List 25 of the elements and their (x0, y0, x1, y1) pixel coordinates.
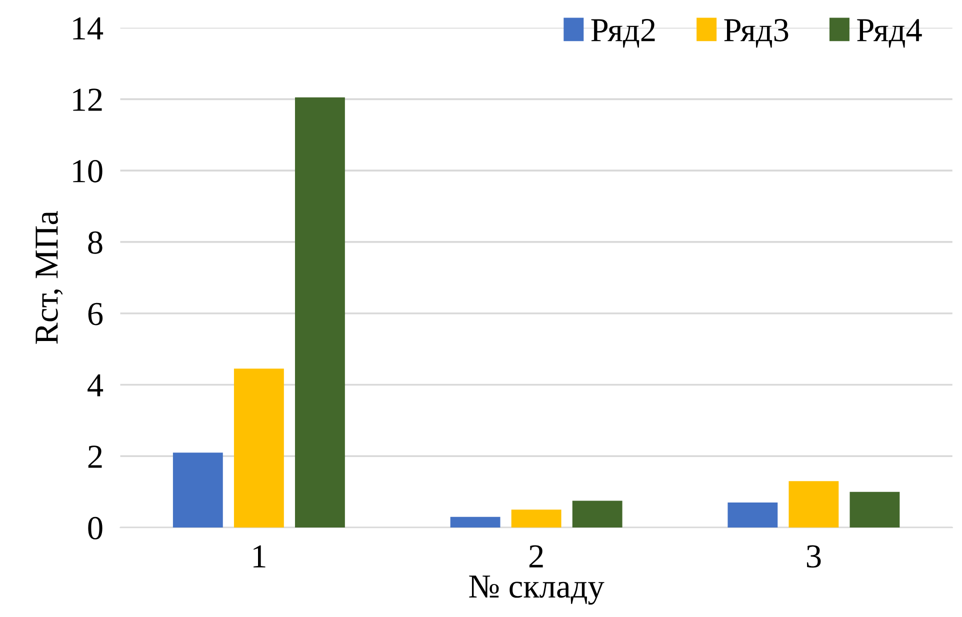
legend-label: Ряд3 (724, 19, 788, 48)
bar (511, 510, 562, 528)
y-tick-label: 12 (73, 88, 102, 111)
y-tick-label: 4 (88, 374, 104, 396)
bar (788, 481, 839, 528)
y-tick-label: 14 (73, 17, 104, 40)
bar (572, 500, 622, 528)
x-tick-label: 3 (806, 545, 821, 568)
x-tick-label: 1 (254, 545, 266, 568)
y-tick-label: 8 (88, 231, 102, 254)
legend-label: Ряд2 (591, 19, 655, 48)
y-tick-label: 6 (88, 302, 103, 326)
bar (172, 452, 223, 528)
x-tick-label: 2 (529, 545, 543, 568)
bar (234, 368, 284, 528)
bar (450, 516, 500, 528)
y-tick-label: 10 (73, 160, 102, 182)
y-tick-label: 0 (88, 516, 102, 540)
x-axis-title: № складу (469, 576, 604, 605)
bar (728, 502, 778, 528)
bar (850, 492, 900, 528)
y-axis-title: Rст, МПа (36, 210, 63, 344)
legend-label: Ряд4 (857, 19, 922, 48)
bar (294, 97, 345, 528)
y-tick-label: 2 (88, 446, 102, 468)
